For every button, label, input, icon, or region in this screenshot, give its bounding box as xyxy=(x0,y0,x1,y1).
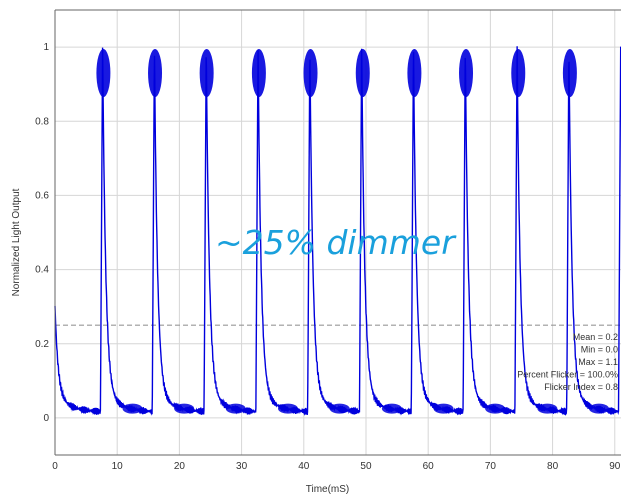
x-tick-label: 50 xyxy=(360,461,372,472)
stat-line: Flicker Index = 0.8 xyxy=(544,382,618,392)
dimmer-annotation: ~25% dimmer xyxy=(215,223,457,262)
trough-point xyxy=(278,403,299,414)
trough-point xyxy=(537,403,558,414)
peak-point xyxy=(407,49,422,98)
peak-point xyxy=(459,49,474,98)
stat-line: Min = 0.0 xyxy=(581,345,618,355)
stat-line: Percent Flicker = 100.0% xyxy=(517,370,618,380)
y-axis-title: Normalized Light Output xyxy=(11,188,22,296)
trough-point xyxy=(589,403,610,414)
peak-point xyxy=(148,49,163,98)
y-tick-label: 0.6 xyxy=(35,190,49,201)
peak-point xyxy=(251,49,266,98)
trough-point xyxy=(174,403,195,414)
x-tick-label: 60 xyxy=(423,461,435,472)
x-tick-label: 0 xyxy=(52,461,58,472)
y-tick-label: 1 xyxy=(43,42,49,53)
series-layer xyxy=(54,46,621,416)
peak-point xyxy=(355,49,370,98)
trough-point xyxy=(329,403,350,414)
peak-point xyxy=(511,49,526,98)
trough-point xyxy=(485,403,506,414)
trough-point xyxy=(381,403,402,414)
peak-point xyxy=(303,49,318,98)
x-tick-label: 30 xyxy=(236,461,248,472)
trough-point xyxy=(225,403,246,414)
peak-point xyxy=(199,49,214,98)
trough-point xyxy=(122,403,143,414)
x-tick-label: 90 xyxy=(609,461,621,472)
peak-point xyxy=(562,49,577,98)
x-tick-label: 20 xyxy=(174,461,186,472)
tick-labels: 0 10 20 30 40 50 60 70 80 90 0 0.2 0.4 0.6 0.8 1 xyxy=(35,42,621,472)
x-tick-label: 10 xyxy=(112,461,124,472)
y-tick-label: 0.4 xyxy=(35,265,49,276)
x-tick-label: 40 xyxy=(298,461,310,472)
peak-point xyxy=(96,49,111,98)
stat-line: Max = 1.1 xyxy=(578,357,618,367)
stat-line: Mean = 0.2 xyxy=(573,332,618,342)
y-tick-label: 0 xyxy=(43,413,49,424)
plot-frame xyxy=(54,9,621,456)
x-axis-title: Time(mS) xyxy=(306,484,350,495)
trough-point xyxy=(433,403,454,414)
x-tick-label: 70 xyxy=(485,461,497,472)
x-tick-label: 80 xyxy=(547,461,559,472)
y-tick-label: 0.8 xyxy=(35,116,49,127)
stats-box: Mean = 0.2 Min = 0.0 Max = 1.1 Percent Flic… xyxy=(517,332,618,392)
y-tick-label: 0.2 xyxy=(35,339,49,350)
